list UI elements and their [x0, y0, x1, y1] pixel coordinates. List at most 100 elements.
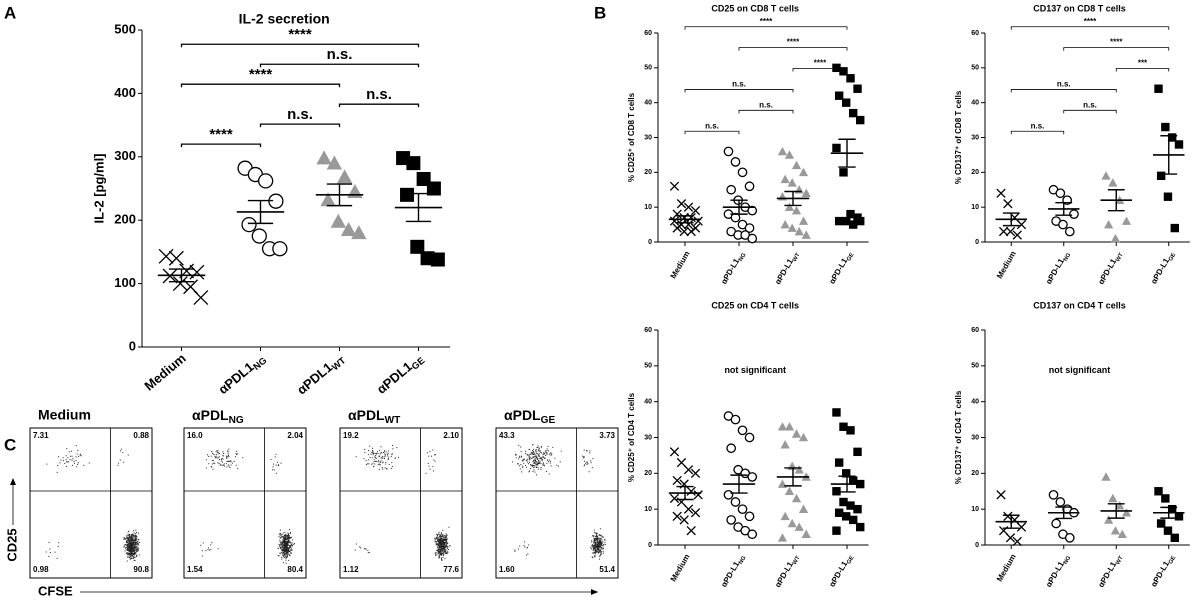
- data-point: [849, 515, 858, 525]
- data-point: [737, 425, 748, 436]
- error-bar: [1160, 135, 1178, 175]
- event: [373, 466, 375, 468]
- chart-title: CD137 on CD8 T cells: [1033, 3, 1126, 13]
- event: [378, 459, 380, 461]
- event: [528, 471, 530, 473]
- event: [220, 460, 222, 462]
- event: [227, 460, 229, 462]
- y-tick-label: 0: [975, 239, 979, 246]
- event: [586, 450, 588, 452]
- event: [515, 453, 517, 455]
- event: [539, 450, 541, 452]
- data-point: [1104, 219, 1114, 229]
- event: [521, 460, 523, 462]
- event: [123, 544, 125, 546]
- event: [441, 542, 443, 544]
- event: [384, 454, 386, 456]
- event: [283, 542, 285, 544]
- event: [586, 463, 588, 465]
- event: [127, 544, 129, 546]
- event: [286, 538, 288, 540]
- quadrant-label: 2.04: [287, 431, 303, 440]
- y-axis-label: CD25: [4, 528, 19, 561]
- event: [125, 548, 127, 550]
- event: [587, 463, 589, 465]
- data-point: [686, 226, 696, 237]
- event: [593, 547, 595, 549]
- event: [283, 556, 285, 558]
- event: [438, 557, 440, 559]
- event: [535, 460, 537, 462]
- event: [533, 462, 535, 464]
- error-bar: [247, 199, 274, 225]
- event-cloud: [123, 529, 140, 562]
- event: [289, 546, 291, 548]
- event: [530, 451, 532, 453]
- event-cloud: [425, 449, 436, 474]
- event: [591, 467, 593, 469]
- event: [130, 550, 132, 552]
- event: [542, 455, 544, 457]
- data-point: [841, 216, 851, 226]
- event: [439, 546, 441, 548]
- significance-label: ****: [209, 126, 233, 143]
- event: [75, 445, 77, 447]
- data-point: [801, 230, 811, 239]
- event: [285, 541, 287, 543]
- event: [539, 447, 541, 449]
- event: [226, 456, 228, 458]
- event: [135, 538, 137, 540]
- event: [132, 539, 134, 541]
- event: [369, 445, 371, 447]
- data-point: [856, 216, 865, 226]
- event: [591, 535, 593, 537]
- event: [372, 462, 374, 464]
- event: [223, 452, 225, 454]
- event: [595, 548, 597, 550]
- event: [283, 547, 285, 549]
- event-cloud: [355, 445, 399, 471]
- x-tick-label: αPDL1WT: [294, 350, 348, 399]
- event: [584, 464, 586, 466]
- event: [127, 537, 129, 539]
- event: [532, 453, 534, 455]
- event: [525, 460, 527, 462]
- event: [442, 550, 444, 552]
- event: [528, 454, 530, 456]
- event: [518, 458, 520, 460]
- significance-bracket: [1010, 130, 1065, 135]
- event: [543, 452, 545, 454]
- data-point: [1121, 216, 1132, 225]
- event: [437, 543, 439, 545]
- event: [387, 458, 389, 460]
- event: [288, 549, 290, 551]
- event: [128, 551, 130, 553]
- event: [540, 457, 542, 459]
- event: [438, 554, 440, 556]
- event: [272, 469, 274, 471]
- event: [442, 529, 444, 531]
- event: [596, 532, 598, 534]
- event: [277, 465, 279, 467]
- event: [434, 454, 436, 456]
- event: [136, 554, 138, 556]
- event: [593, 544, 595, 546]
- event: [283, 554, 285, 556]
- event: [530, 464, 532, 466]
- plot-title: αPDLWT: [348, 407, 401, 426]
- event: [597, 552, 599, 554]
- event: [436, 535, 438, 537]
- data-point: [730, 212, 741, 223]
- event: [281, 558, 283, 560]
- y-axis-label: % CD137⁺ of CD4 T cells: [954, 390, 963, 484]
- event: [514, 550, 516, 552]
- event: [438, 539, 440, 541]
- quadrant-label: 3.73: [599, 431, 615, 440]
- event: [376, 460, 378, 462]
- event: [282, 549, 284, 551]
- data-point: [1108, 493, 1118, 503]
- event: [285, 537, 287, 539]
- event: [532, 470, 534, 472]
- event: [441, 547, 443, 549]
- event: [440, 550, 442, 552]
